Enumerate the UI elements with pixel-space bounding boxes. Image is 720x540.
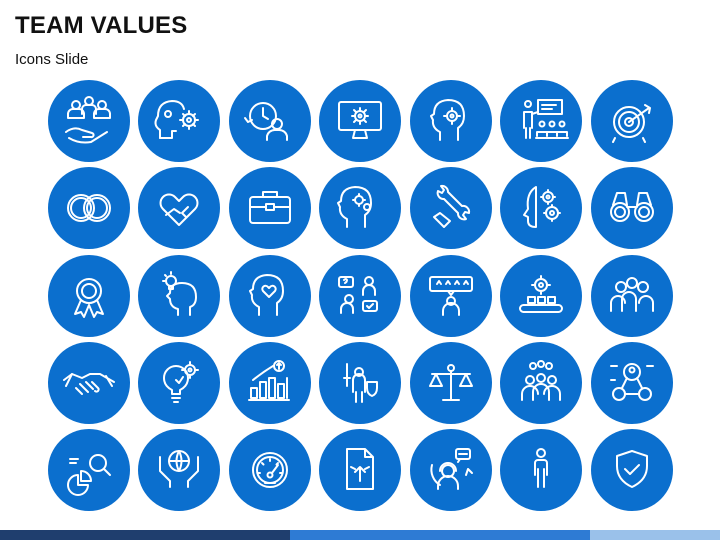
teamwork-hand-icon [48, 80, 130, 162]
head-cogs-icon [319, 167, 401, 249]
half-head-gears-icon [500, 167, 582, 249]
shield-check-icon [591, 429, 673, 511]
slide-title: TEAM VALUES [15, 12, 188, 39]
document-growth-icon [319, 429, 401, 511]
monitor-gear-icon [319, 80, 401, 162]
award-ribbon-icon [48, 255, 130, 337]
balance-scale-icon [410, 342, 492, 424]
wrench-hand-icon [410, 167, 492, 249]
binoculars-icon [591, 167, 673, 249]
conveyor-gear-icon [500, 255, 582, 337]
briefcase-icon [229, 167, 311, 249]
head-gear-icon [410, 80, 492, 162]
bottom-decorative-bar [0, 530, 720, 540]
team-leader-icon [500, 342, 582, 424]
hands-globe-icon [138, 429, 220, 511]
bulb-gear-icon [138, 342, 220, 424]
rating-review-icon [410, 255, 492, 337]
idea-head-icon [138, 255, 220, 337]
time-management-icon [229, 80, 311, 162]
team-group-icon [591, 255, 673, 337]
data-analytics-icon [48, 429, 130, 511]
bar-segment-dark [0, 530, 290, 540]
growth-chart-icon [229, 342, 311, 424]
standing-person-icon [500, 429, 582, 511]
target-arrow-icon [591, 80, 673, 162]
network-people-icon [591, 342, 673, 424]
icon-grid [48, 80, 673, 511]
presentation-audience-icon [500, 80, 582, 162]
speedometer-icon [229, 429, 311, 511]
question-consult-icon [319, 255, 401, 337]
customer-support-icon [410, 429, 492, 511]
bar-segment-mid [290, 530, 590, 540]
interlocked-rings-icon [48, 167, 130, 249]
handshake-icon [48, 342, 130, 424]
head-gears-icon [138, 80, 220, 162]
heart-head-icon [229, 255, 311, 337]
knight-shield-icon [319, 342, 401, 424]
bar-segment-light [590, 530, 720, 540]
heart-hands-icon [138, 167, 220, 249]
slide-subtitle: Icons Slide [15, 51, 89, 68]
